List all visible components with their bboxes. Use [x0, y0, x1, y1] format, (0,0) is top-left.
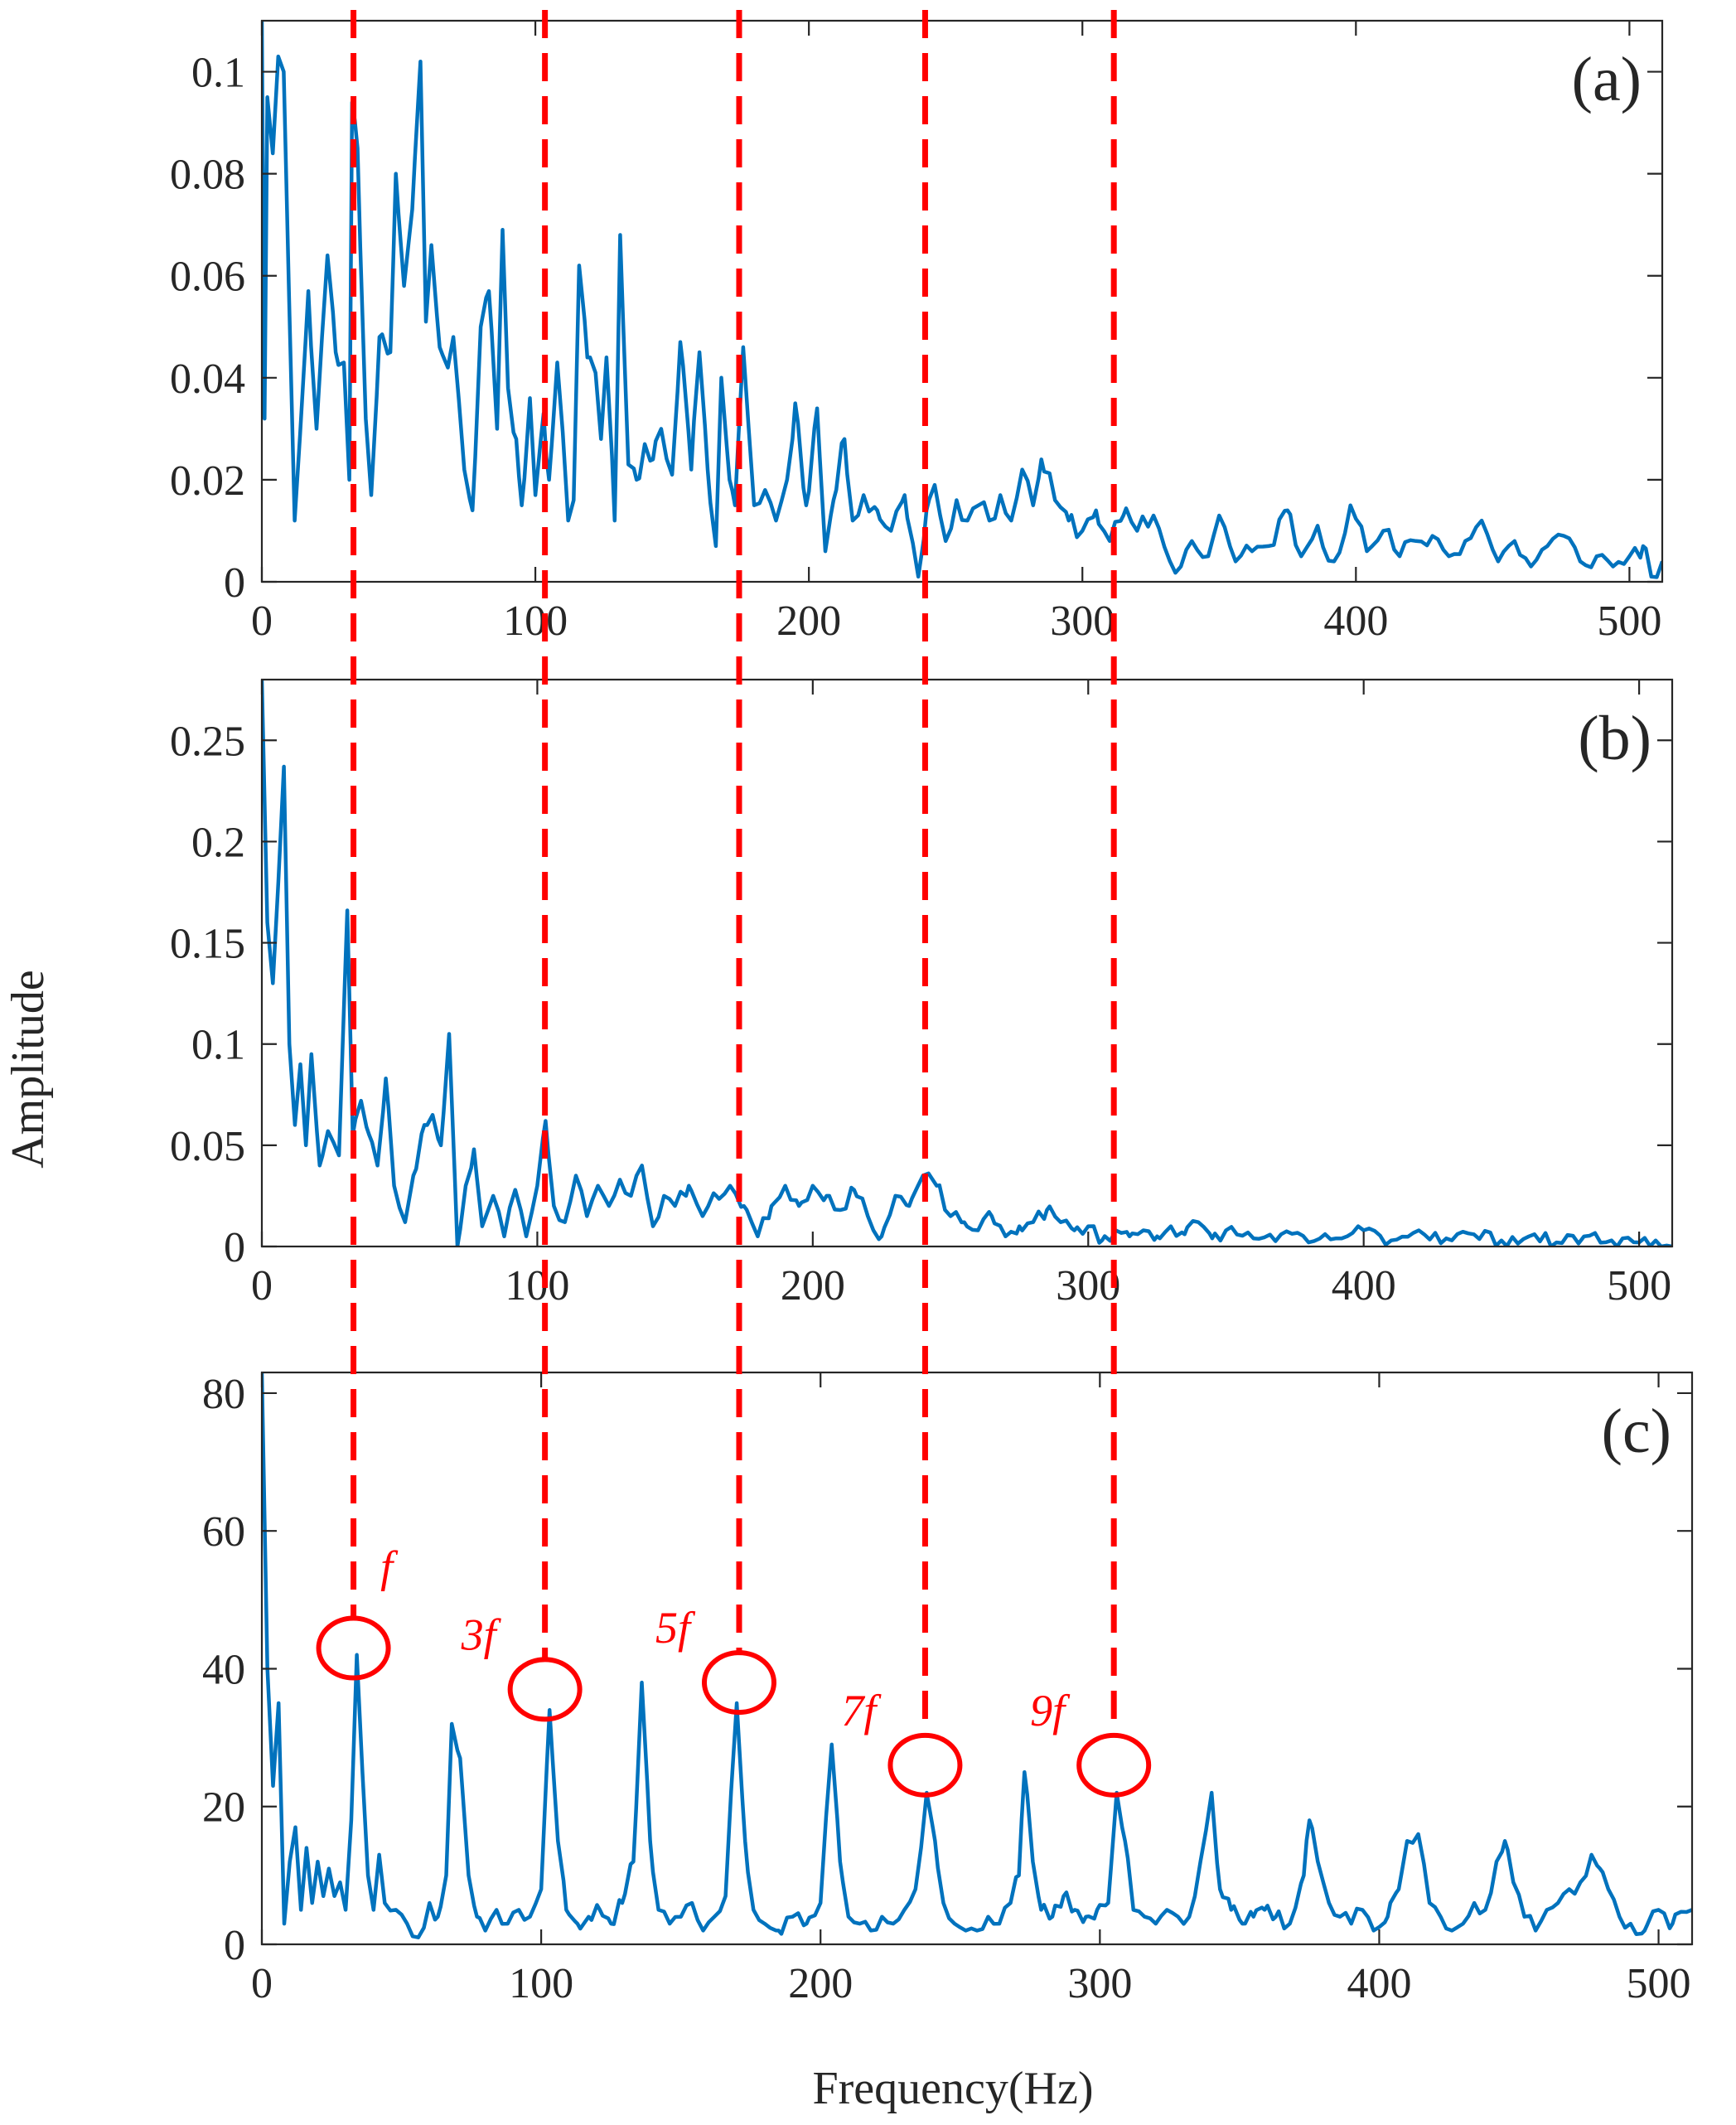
- x-tick-label: 300: [1056, 1262, 1120, 1309]
- y-tick-label: 20: [202, 1784, 245, 1832]
- y-axis-label: Amplitude: [2, 970, 54, 1169]
- y-tick-label: 0: [224, 1922, 245, 1969]
- axes-box: [260, 19, 1664, 583]
- x-tick-label: 400: [1347, 1960, 1411, 2007]
- panel-c: 0 100 200 300 400 500 0 20 40 60 80 (c): [202, 1371, 1694, 2007]
- x-tick-label: 500: [1597, 598, 1661, 645]
- harmonic-label: 7f: [841, 1686, 882, 1735]
- x-tick-label: 0: [251, 1960, 273, 2007]
- y-tick-label: 0.1: [191, 50, 245, 97]
- y-tick-label: 0.2: [191, 819, 245, 866]
- panel-b: 0 100 200 300 400 500 0 0.05 0.1 0.15 0.2 0.25 (b): [170, 678, 1674, 1309]
- harmonic-annotations: f 3f 5f 7f 9f: [316, 1542, 1152, 1798]
- x-tick-label: 300: [1067, 1960, 1132, 2007]
- harmonic-label: 9f: [1030, 1686, 1071, 1735]
- x-tick-label: 100: [503, 598, 568, 645]
- x-tick-label: 0: [251, 598, 273, 645]
- y-tick-label: 0.08: [170, 152, 245, 199]
- x-tick-label: 200: [776, 598, 841, 645]
- y-tick-label: 0.02: [170, 457, 245, 505]
- panel-label: (a): [1572, 45, 1642, 114]
- spectrum-line-b: [262, 680, 1672, 1246]
- axes-box: [260, 678, 1674, 1248]
- y-tick-label: 0: [224, 559, 245, 607]
- y-tick-label: 0.04: [170, 356, 245, 403]
- harmonic-circle: [887, 1732, 963, 1798]
- panel-a: 0 100 200 300 400 500 0 0.02 0.04 0.06 0.08 0.1 (a): [170, 19, 1664, 645]
- x-tick-label: 400: [1332, 1262, 1396, 1309]
- spectrum-line-c: [262, 1372, 1692, 1939]
- panel-label: (b): [1578, 704, 1651, 773]
- panel-label: (c): [1602, 1396, 1671, 1466]
- x-tick-label: 300: [1050, 598, 1115, 645]
- harmonic-label: 5f: [655, 1603, 696, 1653]
- y-tick-label: 0.1: [191, 1022, 245, 1069]
- spectrum-line-a: [262, 21, 1662, 579]
- x-tick-label: 500: [1627, 1960, 1691, 2007]
- harmonic-marker-lines: [351, 10, 1117, 1735]
- x-tick-label: 100: [505, 1262, 569, 1309]
- x-tick-label: 200: [781, 1262, 845, 1309]
- x-tick-label: 500: [1607, 1262, 1671, 1309]
- harmonic-label: 3f: [461, 1609, 502, 1659]
- x-tick-label: 0: [251, 1262, 273, 1309]
- axes-box: [260, 1371, 1694, 1946]
- x-tick-label: 100: [509, 1960, 573, 2007]
- harmonic-circle: [701, 1650, 776, 1716]
- harmonic-circle: [316, 1615, 391, 1681]
- x-tick-label: 200: [788, 1960, 853, 2007]
- x-tick-label: 400: [1323, 598, 1388, 645]
- harmonic-circle: [507, 1657, 583, 1722]
- y-tick-label: 40: [202, 1646, 245, 1693]
- y-tick-label: 80: [202, 1371, 245, 1418]
- y-tick-label: 0.25: [170, 718, 245, 765]
- harmonic-label: f: [380, 1542, 399, 1592]
- y-tick-label: 0.05: [170, 1123, 245, 1170]
- y-tick-label: 0: [224, 1224, 245, 1271]
- harmonic-circle: [1076, 1732, 1152, 1798]
- y-tick-label: 0.15: [170, 921, 245, 968]
- y-tick-label: 60: [202, 1508, 245, 1556]
- y-tick-label: 0.06: [170, 254, 245, 301]
- x-axis-label: Frequency(Hz): [813, 2063, 1094, 2114]
